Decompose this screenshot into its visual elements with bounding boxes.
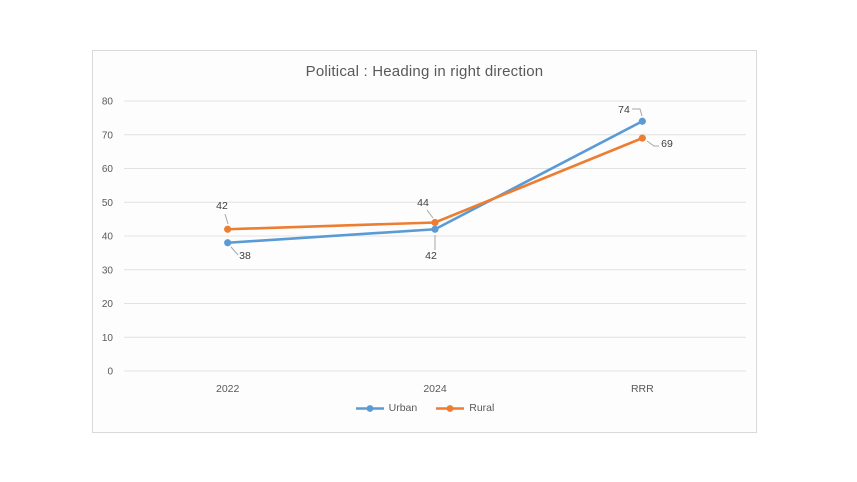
x-axis-category-label: RRR [631, 383, 654, 395]
data-label-leader-line [224, 213, 229, 225]
data-point-urban [638, 117, 646, 125]
y-axis-tick-label: 10 [102, 333, 114, 344]
legend-item-urban: Urban [355, 402, 418, 414]
data-point-urban [431, 225, 439, 233]
y-axis-tick-label: 80 [102, 97, 114, 108]
legend-item-rural: Rural [435, 402, 494, 414]
data-label-rural-2022: 42 [216, 200, 228, 212]
x-axis-category-label: 2022 [216, 383, 240, 395]
chart-legend: Urban Rural [93, 402, 756, 414]
data-label-urban-rrr: 74 [618, 104, 630, 116]
data-label-urban-2024: 42 [425, 250, 437, 262]
legend-label-urban: Urban [388, 402, 418, 414]
legend-label-rural: Rural [469, 402, 495, 414]
line-chart-plot-area: 0 10 20 30 40 50 60 70 80 2022 2024 RRR 38 42 74 42 44 69 [102, 97, 746, 395]
data-label-leader-line [646, 140, 659, 147]
chart-title: Political : Heading in right direction [305, 63, 544, 80]
data-point-urban [224, 239, 232, 247]
data-label-leader-line [426, 209, 434, 219]
y-axis-tick-label: 60 [102, 164, 114, 175]
data-point-rural [431, 218, 439, 227]
y-axis-tick-label: 50 [102, 198, 114, 209]
data-label-leader-line [230, 246, 239, 256]
data-label-leader-line [632, 108, 643, 117]
legend-marker-urban-icon [355, 404, 384, 412]
y-axis-tick-label: 0 [107, 367, 113, 378]
y-axis-tick-label: 70 [102, 130, 114, 141]
data-label-rural-2024: 44 [417, 197, 429, 209]
x-axis-category-label: 2024 [423, 383, 447, 395]
data-label-urban-2022: 38 [239, 250, 251, 262]
y-axis-tick-label: 20 [102, 299, 114, 310]
data-point-rural [224, 225, 232, 233]
series-line-rural [226, 136, 644, 231]
y-axis-tick-label: 30 [102, 265, 114, 276]
legend-marker-rural-icon [436, 404, 465, 412]
y-axis-tick-label: 40 [102, 232, 114, 243]
data-point-rural [638, 134, 646, 142]
chart-container: Political : Heading in right direction 0… [92, 50, 757, 433]
data-label-rural-rrr: 69 [661, 138, 673, 150]
